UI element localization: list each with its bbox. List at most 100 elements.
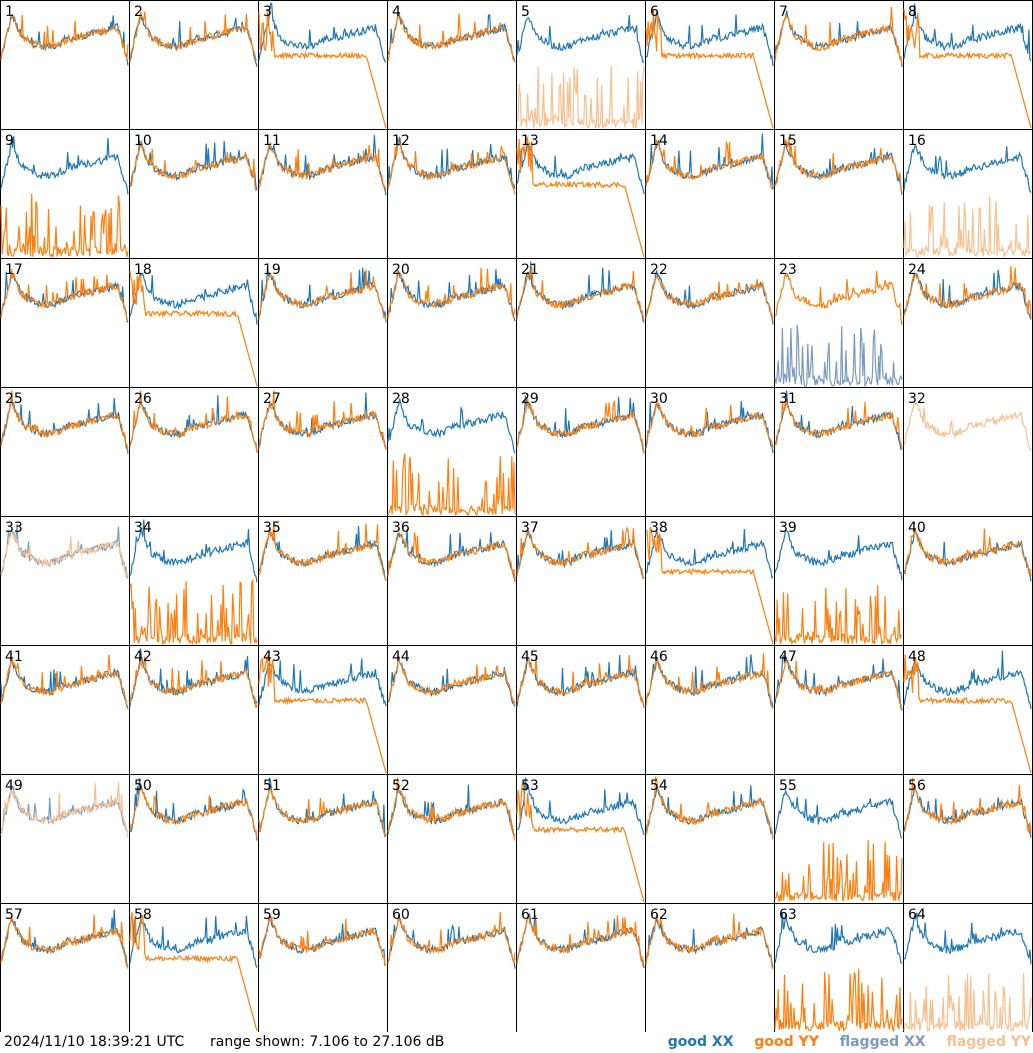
panel-label: 19 xyxy=(263,262,281,278)
timestamp: 2024/11/10 18:39:21 UTC xyxy=(4,1034,185,1050)
panel-label: 45 xyxy=(521,649,539,665)
series-good-xx xyxy=(387,914,516,969)
panel-label: 21 xyxy=(521,262,539,278)
panel-label: 12 xyxy=(392,133,410,149)
panel-label: 28 xyxy=(392,391,410,407)
panel-label: 20 xyxy=(392,262,410,278)
panel-label: 60 xyxy=(392,907,410,923)
series-good-xx xyxy=(774,390,903,451)
panel-label: 64 xyxy=(908,907,926,923)
series-good-yy xyxy=(645,913,774,970)
series-good-xx xyxy=(516,530,645,579)
panel-label: 4 xyxy=(392,4,401,20)
series-good-yy xyxy=(903,265,1032,320)
panel-45: 45 xyxy=(516,645,646,775)
panel-label: 10 xyxy=(134,133,152,149)
series-good-yy xyxy=(387,140,516,195)
panel-label: 51 xyxy=(263,778,281,794)
panel-62: 62 xyxy=(645,903,775,1032)
series-good-xx xyxy=(903,3,1032,62)
panel-label: 50 xyxy=(134,778,152,794)
panel-34: 34 xyxy=(129,516,259,647)
panel-label: 46 xyxy=(650,649,668,665)
panel-label: 6 xyxy=(650,4,659,20)
series-good-xx xyxy=(774,788,903,839)
series-flagged-yy xyxy=(0,531,129,578)
series-good-xx xyxy=(258,2,387,63)
series-good-yy xyxy=(774,398,903,450)
series-flagged-yy xyxy=(903,400,1032,452)
series-good-yy xyxy=(0,14,129,61)
legend-flagged-yy: flagged YY xyxy=(946,1034,1031,1050)
panel-55: 55 xyxy=(774,774,904,904)
panel-42: 42 xyxy=(129,645,259,775)
panel-1: 1 xyxy=(0,0,130,130)
panel-label: 3 xyxy=(263,4,272,20)
series-good-yy xyxy=(129,141,258,192)
panel-30: 30 xyxy=(645,387,775,517)
range-label: range shown: 7.106 to 27.106 dB xyxy=(210,1034,445,1050)
panel-label: 15 xyxy=(779,133,797,149)
series-good-xx xyxy=(0,271,129,323)
series-good-xx xyxy=(645,133,774,190)
series-good-yy xyxy=(0,654,129,707)
panel-49: 49 xyxy=(0,774,130,904)
series-good-yy xyxy=(258,655,387,774)
series-good-yy xyxy=(903,8,1032,129)
panel-label: 55 xyxy=(779,778,797,794)
panel-56: 56 xyxy=(903,774,1033,904)
series-good-yy xyxy=(387,13,516,62)
series-good-yy xyxy=(516,526,645,580)
series-good-yy xyxy=(387,777,516,841)
panel-15: 15 xyxy=(774,129,904,259)
series-good-xx xyxy=(903,143,1032,193)
series-good-xx xyxy=(645,528,774,579)
panel-38: 38 xyxy=(645,516,775,646)
panel-29: 29 xyxy=(516,387,646,517)
series-good-xx xyxy=(516,777,645,836)
series-good-yy xyxy=(645,652,774,709)
panel-frame xyxy=(903,0,1033,130)
series-good-yy xyxy=(774,270,903,325)
panel-label: 25 xyxy=(5,391,23,407)
panel-24: 24 xyxy=(903,258,1033,388)
panel-35: 35 xyxy=(258,516,388,646)
series-flagged-xx xyxy=(0,524,129,579)
panel-13: 13 xyxy=(516,129,646,259)
panel-label: 61 xyxy=(521,907,539,923)
panel-3: 3 xyxy=(258,0,388,130)
panel-63: 63 xyxy=(774,903,904,1032)
series-good-xx xyxy=(774,529,903,581)
panel-40: 40 xyxy=(903,516,1033,646)
series-good-yy xyxy=(258,141,387,191)
panel-label: 32 xyxy=(908,391,926,407)
panel-label: 44 xyxy=(392,649,410,665)
series-good-yy xyxy=(0,914,129,969)
series-good-yy xyxy=(0,193,129,259)
series-flagged-yy xyxy=(0,782,129,838)
series-good-yy xyxy=(129,655,258,709)
legend-flagged-xx: flagged XX xyxy=(839,1034,926,1050)
panel-48: 48 xyxy=(903,645,1033,775)
panel-57: 57 xyxy=(0,903,130,1032)
panel-31: 31 xyxy=(774,387,904,517)
panel-53: 53 xyxy=(516,774,646,904)
panel-label: 34 xyxy=(134,520,152,536)
panel-label: 58 xyxy=(134,907,152,923)
series-good-yy xyxy=(645,776,774,840)
series-good-yy xyxy=(903,777,1032,834)
series-flagged-yy xyxy=(516,65,645,130)
panel-14: 14 xyxy=(645,129,775,259)
panel-7: 7 xyxy=(774,0,904,130)
series-good-yy xyxy=(645,526,774,645)
panel-label: 29 xyxy=(521,391,539,407)
panel-52: 52 xyxy=(387,774,517,904)
panel-19: 19 xyxy=(258,258,388,388)
panel-frame xyxy=(774,0,904,130)
panel-36: 36 xyxy=(387,516,517,646)
panel-44: 44 xyxy=(387,645,517,775)
panel-43: 43 xyxy=(258,645,388,775)
panel-frame xyxy=(129,0,259,130)
series-flagged-xx xyxy=(774,325,903,389)
series-good-yy xyxy=(516,266,645,322)
